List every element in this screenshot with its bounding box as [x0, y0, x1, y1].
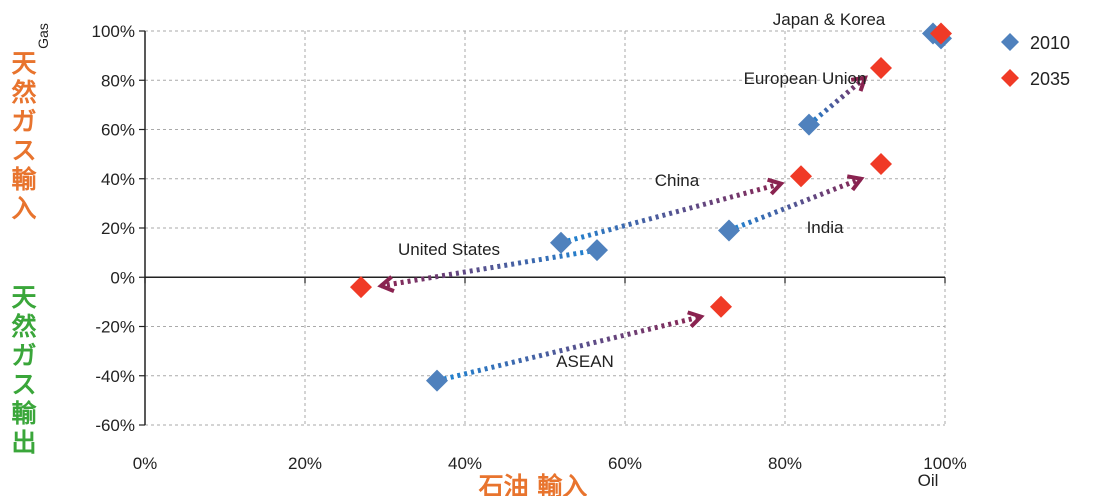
legend: 2010 2035: [1001, 33, 1070, 89]
glyph: 入: [11, 194, 36, 223]
point-2010: [586, 239, 608, 262]
arrow-shaft: [436, 314, 702, 384]
glyph: ガ: [11, 341, 36, 370]
arrow-shaft: [380, 247, 598, 289]
glyph: ガ: [11, 107, 36, 136]
x-tick-label: 60%: [608, 454, 642, 473]
legend-marker-2035: [1001, 69, 1019, 87]
glyph: 出: [11, 428, 36, 457]
glyph: 輸: [11, 165, 37, 194]
x-axis-title: 石油 輸入: [478, 472, 588, 496]
y-tick-label: 20%: [101, 219, 135, 238]
glyph: ス: [11, 370, 36, 399]
arrow-shaft: [728, 176, 862, 233]
arrow-head: [767, 177, 785, 196]
point-2035: [350, 276, 372, 299]
glyph: 輸: [11, 399, 37, 428]
x-tick-label: 0%: [133, 454, 158, 473]
trend-arrow: [377, 247, 598, 293]
annotation-label: European Union: [744, 69, 867, 88]
glyph: 天: [11, 49, 36, 78]
legend-label: 2035: [1030, 69, 1070, 89]
trend-arrow: [728, 174, 865, 233]
glyph: 天: [11, 283, 36, 312]
annotations: Japan & Korea European Union China United S…: [398, 10, 886, 371]
y-tick-label: 40%: [101, 170, 135, 189]
y-tick-label: -40%: [95, 367, 135, 386]
x-tick-label: 100%: [923, 454, 966, 473]
legend-marker-2010: [1001, 33, 1019, 51]
data-points: [350, 22, 952, 392]
legend-label: 2010: [1030, 33, 1070, 53]
point-2010: [718, 219, 740, 242]
trend-arrow: [436, 310, 705, 384]
point-2035: [710, 295, 732, 318]
arrow-head: [850, 75, 868, 92]
trend-arrow: [807, 75, 868, 127]
annotation-label: India: [807, 218, 844, 237]
y-tick-label: 100%: [92, 22, 135, 41]
trend-arrows: [377, 75, 868, 384]
y-tick-label: -20%: [95, 318, 135, 337]
point-2010: [798, 113, 820, 136]
arrow-shaft: [560, 181, 782, 246]
axes: -60% -40% -20% 0% 20% 40% 60% 80% 100% 0% 20% 40% 60…: [92, 22, 967, 473]
y-corner-label: Gas: [35, 23, 51, 49]
y-tick-label: 60%: [101, 121, 135, 140]
glyph: 然: [11, 312, 36, 341]
point-2035: [870, 152, 892, 175]
y-tick-label: 0%: [110, 268, 135, 287]
y-tick-label: 80%: [101, 71, 135, 90]
x-tick-label: 40%: [448, 454, 482, 473]
point-2035: [930, 22, 952, 45]
point-2010: [426, 369, 448, 392]
annotation-label: United States: [398, 240, 500, 259]
y-tick-label: -60%: [95, 416, 135, 435]
x-tick-label: 20%: [288, 454, 322, 473]
arrow-head: [846, 174, 865, 192]
point-2035: [790, 165, 812, 188]
trend-arrow: [560, 177, 785, 246]
arrow-head: [377, 275, 395, 293]
point-2010: [550, 231, 572, 254]
annotation-label: ASEAN: [556, 352, 614, 371]
arrow-shaft: [807, 75, 867, 127]
glyph: 然: [11, 78, 36, 107]
annotation-label: Japan & Korea: [773, 10, 886, 29]
glyph: ス: [11, 136, 36, 165]
x-tick-label: 80%: [768, 454, 802, 473]
point-2035: [870, 56, 892, 79]
x-corner-label: Oil: [918, 471, 939, 490]
annotation-label: China: [655, 171, 700, 190]
arrow-head: [687, 310, 705, 328]
